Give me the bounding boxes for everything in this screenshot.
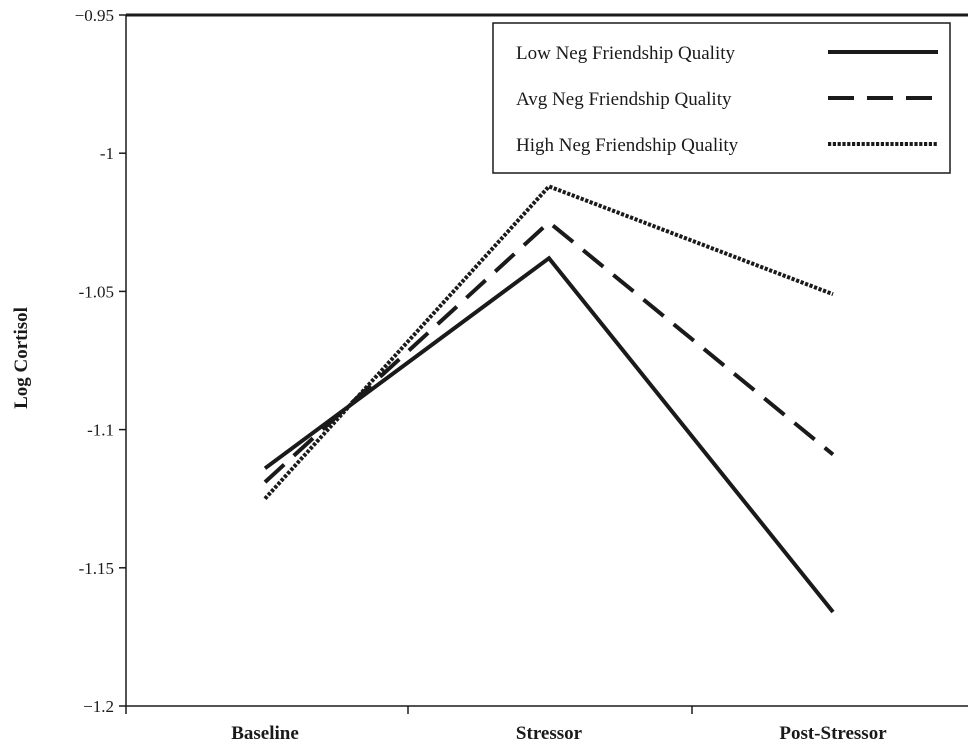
x-axis: Baseline Stressor Post-Stressor: [125, 705, 968, 744]
series-lines: [263, 184, 835, 614]
y-axis-title: Log Cortisol: [11, 307, 32, 409]
y-tick-label: -1.15: [79, 559, 114, 578]
series-line-dotted: [263, 184, 834, 501]
y-tick-label: −0.95: [75, 6, 114, 25]
legend-label: Avg Neg Friendship Quality: [516, 89, 732, 110]
x-tick-label: Post-Stressor: [779, 723, 887, 744]
y-tick-label: −1.2: [83, 697, 114, 716]
y-tick-label: -1.1: [87, 421, 114, 440]
y-tick-label: -1.05: [79, 282, 114, 301]
x-tick-label: Stressor: [516, 723, 583, 744]
legend-label: Low Neg Friendship Quality: [516, 43, 736, 64]
y-axis: −0.95 -1 -1.05 -1.1 -1.15 −1.2: [75, 6, 968, 716]
series-line-solid: [263, 255, 835, 614]
y-tick-label: -1: [100, 144, 114, 163]
legend-label: High Neg Friendship Quality: [516, 135, 739, 156]
x-tick-label: Baseline: [231, 723, 299, 744]
legend: Low Neg Friendship Quality Avg Neg Friend…: [492, 22, 951, 174]
series-line-dashed: [263, 219, 835, 484]
